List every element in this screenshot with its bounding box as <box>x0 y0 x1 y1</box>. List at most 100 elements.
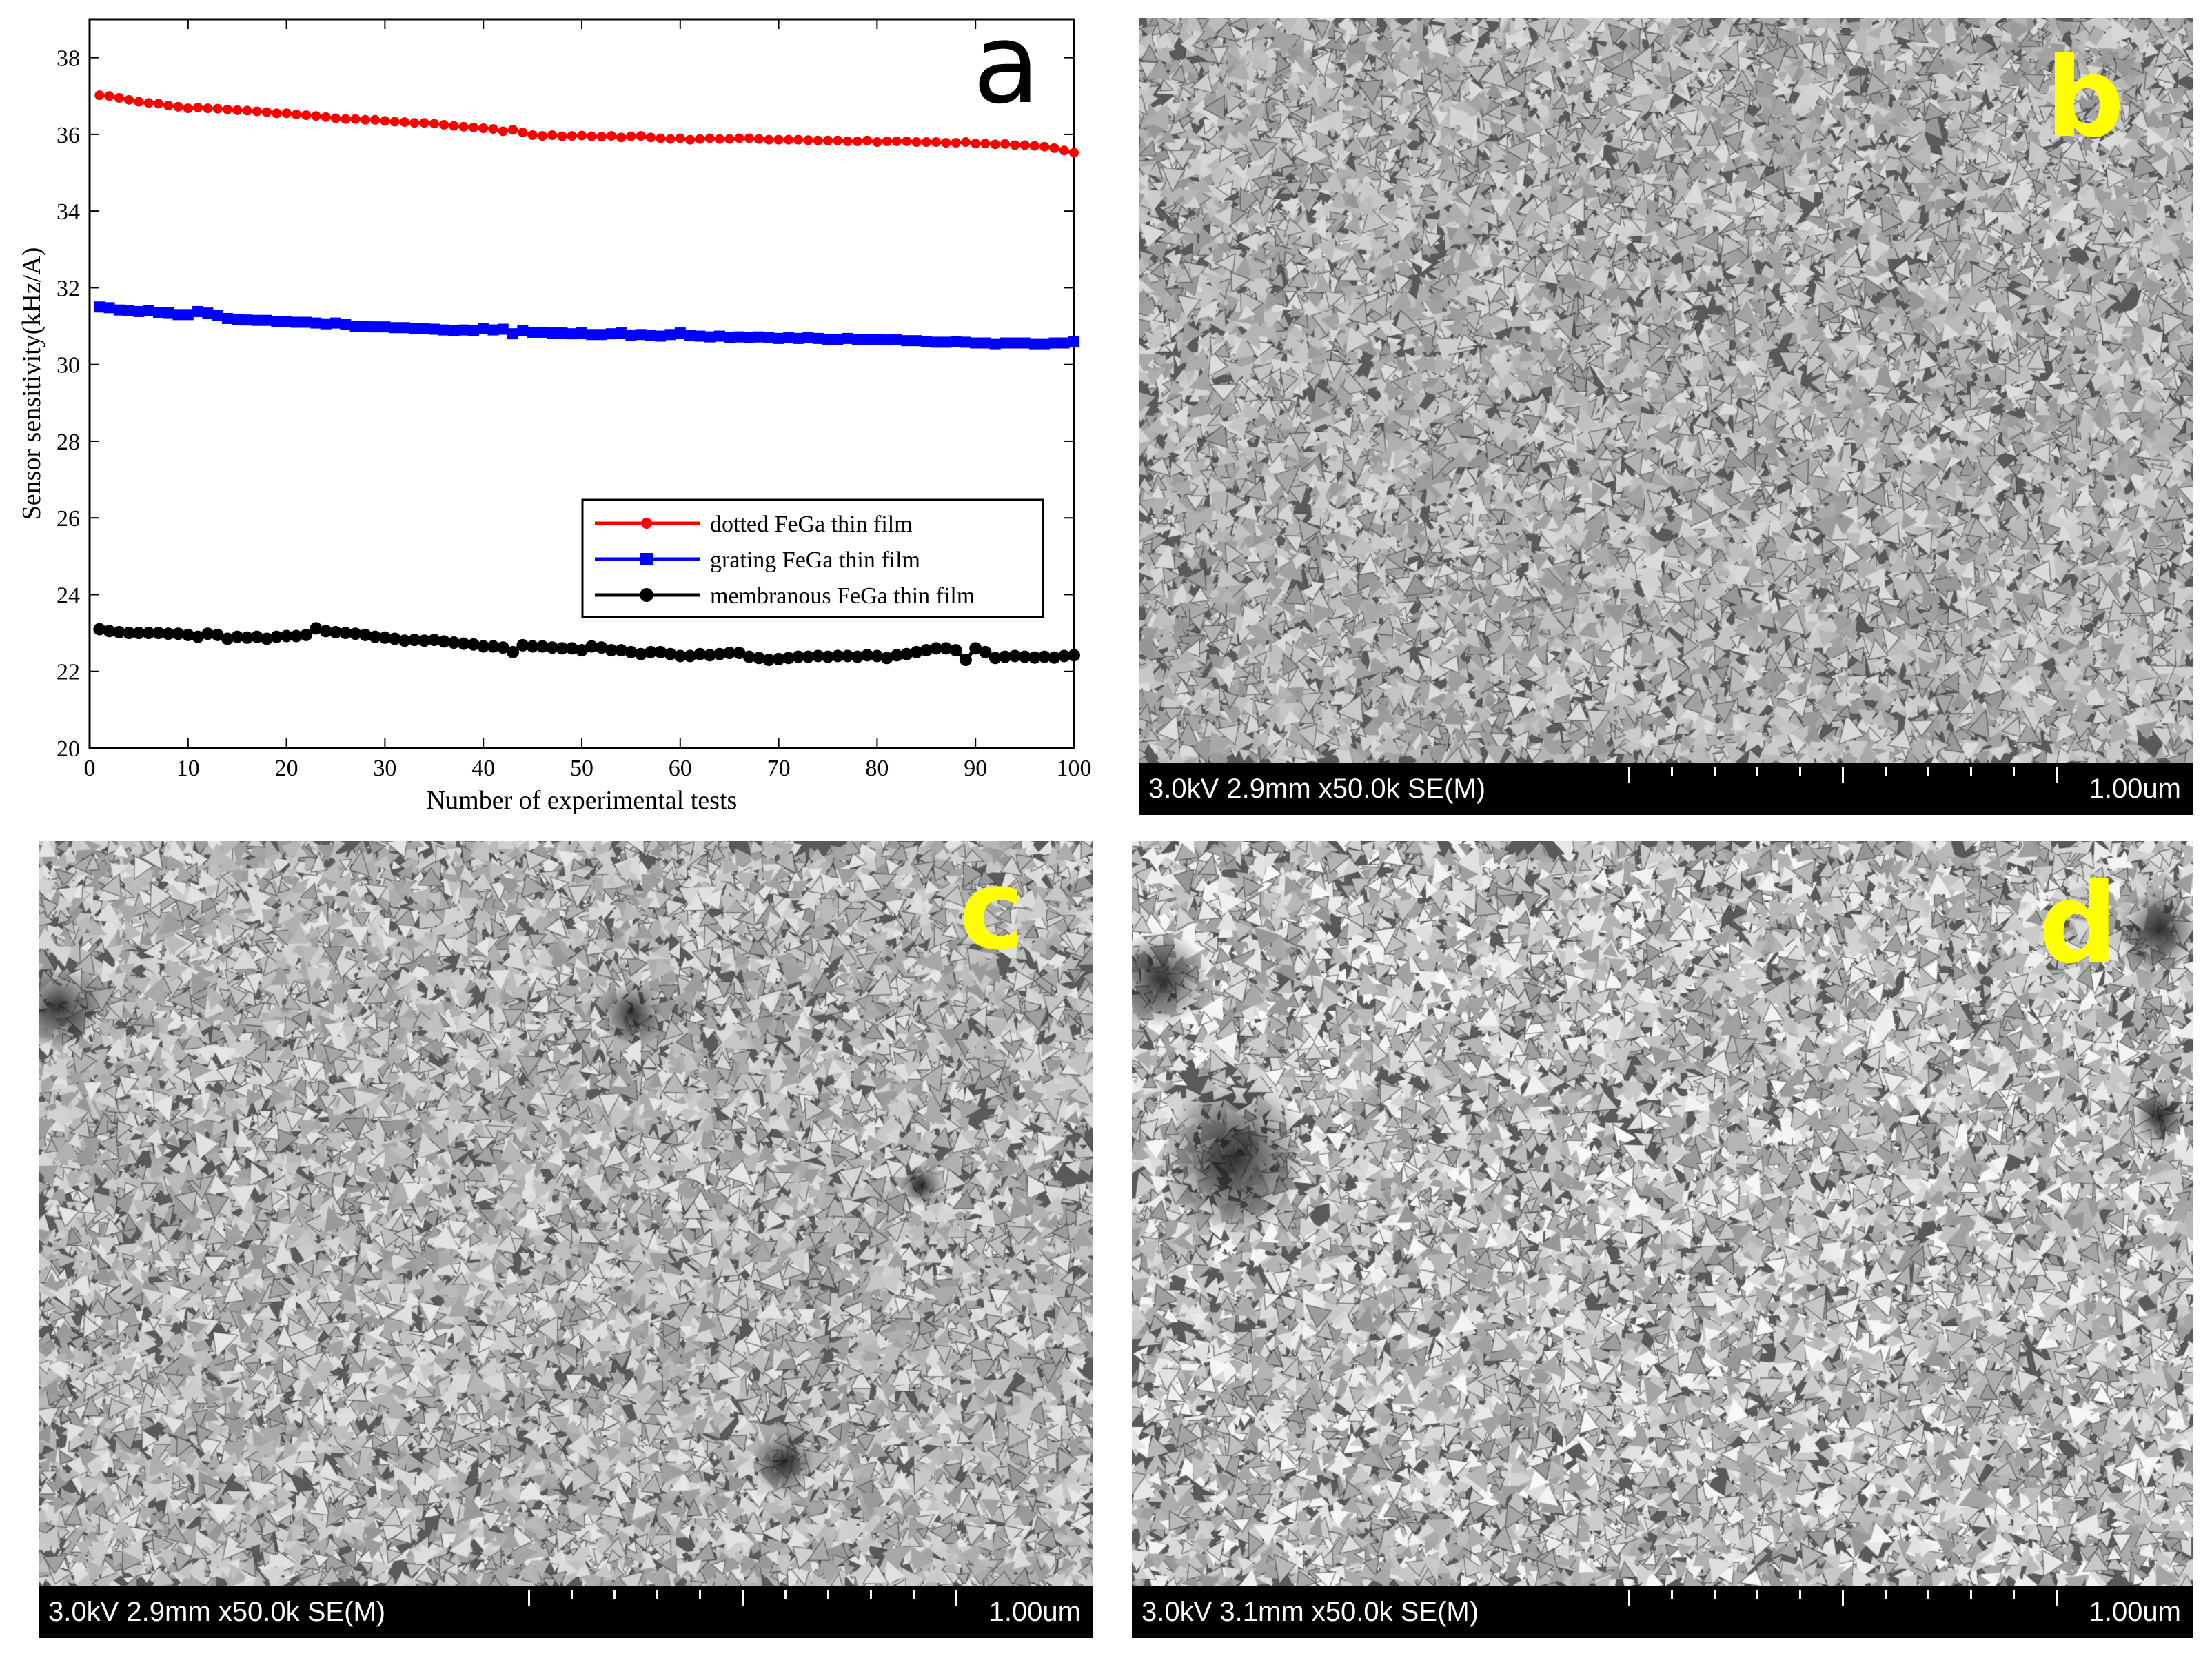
series-point-1 <box>438 324 450 336</box>
series-point-1 <box>782 332 794 343</box>
series-point-2 <box>1018 650 1031 663</box>
series-point-2 <box>221 632 234 645</box>
legend-marker-2 <box>640 588 653 602</box>
series-point-1 <box>586 329 598 341</box>
series-point-0 <box>134 97 144 107</box>
series-point-1 <box>467 325 479 336</box>
series-point-0 <box>1049 143 1059 153</box>
series-point-2 <box>684 649 697 663</box>
series-point-1 <box>871 333 883 345</box>
series-point-0 <box>498 126 508 137</box>
series-point-1 <box>221 312 233 324</box>
series-point-0 <box>902 136 912 146</box>
series-point-0 <box>350 114 361 124</box>
series-point-2 <box>211 628 224 641</box>
series-point-1 <box>428 323 440 335</box>
series-point-1 <box>103 302 115 314</box>
series-point-1 <box>113 304 125 316</box>
series-point-0 <box>951 138 961 148</box>
series-point-1 <box>448 325 460 336</box>
series-point-1 <box>566 328 578 340</box>
series-point-0 <box>833 135 843 145</box>
series-point-2 <box>605 644 618 657</box>
series-point-1 <box>625 330 637 341</box>
series-point-1 <box>458 324 469 336</box>
series-point-0 <box>173 101 183 112</box>
series-point-1 <box>301 316 312 328</box>
series-point-0 <box>1069 148 1079 158</box>
series-point-1 <box>911 335 922 347</box>
series-point-1 <box>724 332 735 343</box>
series-point-1 <box>1000 337 1011 349</box>
series-point-2 <box>516 638 529 652</box>
scale-label-b: 1.00um <box>2089 774 2181 804</box>
scale-tick <box>1927 767 1929 776</box>
chart-svg: 0 10 20 30 40 50 60 70 80 90 100 20 22 24 26 28 30 32 34 36… <box>17 0 1092 815</box>
series-point-2 <box>192 630 205 643</box>
series-point-2 <box>280 629 293 643</box>
series-point-0 <box>1019 140 1030 150</box>
series-point-2 <box>654 645 667 658</box>
scale-tick <box>1885 1590 1887 1599</box>
series-point-1 <box>359 321 371 332</box>
series-point-1 <box>635 329 647 341</box>
series-point-0 <box>380 116 390 126</box>
series-point-1 <box>1048 337 1060 349</box>
sem-info-text-b: 3.0kV 2.9mm x50.0k SE(M) <box>1148 774 1486 804</box>
x-tick-label: 80 <box>865 756 889 781</box>
series-point-1 <box>261 314 273 326</box>
scale-tick <box>1970 767 1972 776</box>
scale-tick <box>1970 1590 1972 1599</box>
series-point-0 <box>212 103 223 114</box>
series-point-2 <box>270 630 283 643</box>
series-point-0 <box>281 108 292 119</box>
series-point-2 <box>792 650 805 663</box>
sem-info-text-d: 3.0kV 3.1mm x50.0k SE(M) <box>1141 1597 1479 1627</box>
series-point-2 <box>811 649 824 663</box>
series-point-2 <box>369 630 382 643</box>
scale-tick <box>1714 1590 1716 1599</box>
series-point-1 <box>340 319 352 330</box>
y-tick-label: 26 <box>57 506 80 532</box>
series-point-0 <box>360 114 370 125</box>
series-point-0 <box>518 128 528 138</box>
series-point-2 <box>536 640 549 653</box>
series-point-2 <box>467 638 480 651</box>
scale-tick <box>613 1590 616 1599</box>
series-point-1 <box>517 325 529 336</box>
series-point-1 <box>605 328 617 340</box>
series-point-0 <box>94 90 105 101</box>
legend-entry-2: membranous FeGa thin film <box>710 583 975 609</box>
series-point-1 <box>349 321 361 332</box>
sem-info-text-c: 3.0kV 2.9mm x50.0k SE(M) <box>48 1597 386 1627</box>
scale-ticks-c <box>528 1590 957 1606</box>
series-point-1 <box>310 317 322 329</box>
series-point-0 <box>458 121 469 132</box>
series-point-0 <box>685 134 696 145</box>
series-point-0 <box>153 99 163 109</box>
series-point-1 <box>133 305 145 317</box>
x-tick-label: 70 <box>767 756 791 781</box>
series-point-2 <box>1068 649 1080 662</box>
series-point-2 <box>132 627 145 640</box>
series-point-1 <box>881 334 893 346</box>
series-point-2 <box>930 642 943 655</box>
series-point-2 <box>851 650 864 663</box>
series-point-0 <box>606 131 616 141</box>
series-point-2 <box>250 630 263 643</box>
scale-tick <box>1671 1590 1673 1599</box>
series-point-1 <box>931 336 942 348</box>
series-point-2 <box>1057 649 1071 663</box>
series-point-0 <box>163 101 174 111</box>
series-point-0 <box>724 134 735 144</box>
series-point-1 <box>389 322 400 334</box>
series-point-2 <box>241 631 254 644</box>
series-point-0 <box>311 111 321 121</box>
scale-tick <box>1842 1590 1844 1606</box>
scale-tick <box>1756 1590 1758 1599</box>
y-tick-label: 32 <box>57 276 80 301</box>
scale-tick <box>1842 767 1844 783</box>
series-point-1 <box>842 332 853 344</box>
series-point-2 <box>723 647 736 660</box>
series-point-1 <box>1039 338 1051 350</box>
